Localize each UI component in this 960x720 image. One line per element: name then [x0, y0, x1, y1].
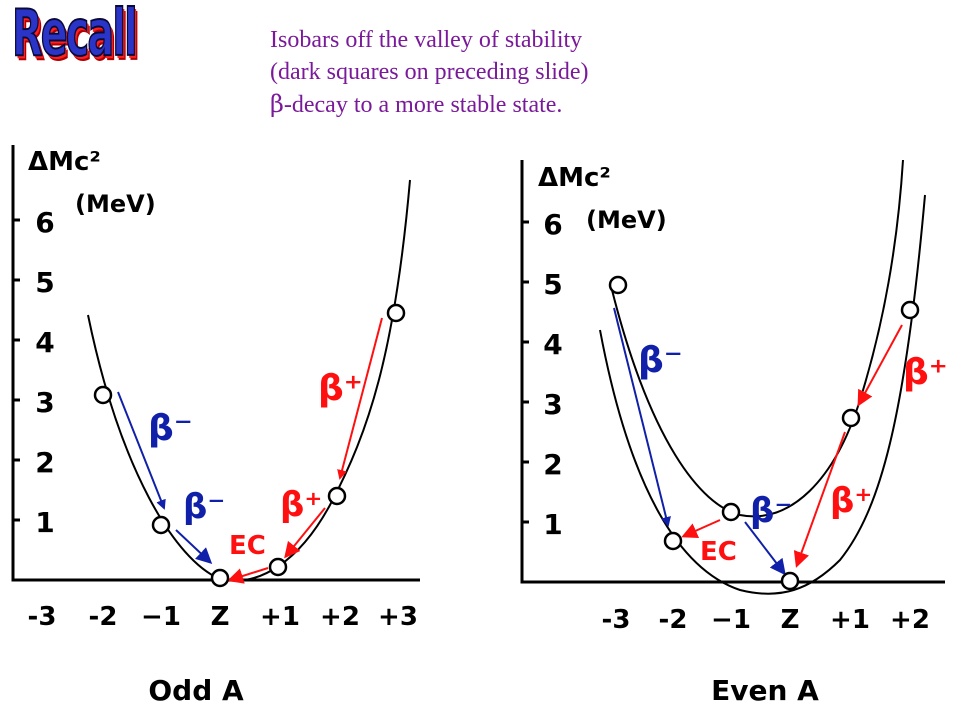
- odd-ytick-4: 4: [35, 326, 54, 359]
- even-label-bm1: β⁻: [638, 340, 683, 381]
- odd-xtick-p3: +3: [378, 602, 418, 632]
- even-xtick-p2: +2: [890, 605, 930, 635]
- even-arrow-ec: [681, 519, 721, 539]
- odd-ylabel-unit: (MeV): [75, 190, 156, 218]
- caption-line-3: β-decay to a more stable state.: [270, 88, 589, 121]
- odd-point-p3: [386, 303, 406, 323]
- odd-xtick-m3: -3: [28, 602, 57, 632]
- odd-xtick-m1: −1: [141, 602, 181, 632]
- odd-ytick-2: 2: [35, 446, 54, 479]
- even-ylabel-top: ΔMc²: [538, 163, 611, 193]
- caption: Isobars off the valley of stability (dar…: [270, 24, 589, 121]
- odd-xlabel: Odd A: [148, 674, 244, 707]
- odd-arrow-bp2: [284, 507, 326, 559]
- even-arrow-bp1: [857, 324, 903, 407]
- even-ytick-1: 1: [543, 508, 562, 541]
- even-point-m2: [663, 531, 683, 551]
- odd-y-axis: [11, 145, 420, 582]
- odd-arrow-bm1: [117, 391, 166, 510]
- odd-label-bm1: β⁻: [148, 408, 193, 449]
- even-arrow-bp2: [793, 431, 846, 568]
- even-ytick-3: 3: [543, 388, 562, 421]
- caption-line-2: (dark squares on preceding slide): [270, 59, 589, 85]
- even-xtick-p1: +1: [830, 605, 870, 635]
- even-label-bp2: β⁺: [830, 481, 872, 521]
- odd-ytick-1: 1: [35, 506, 54, 539]
- even-label-ec: EC: [700, 537, 737, 567]
- odd-point-p2: [327, 486, 347, 506]
- odd-ytick-3: 3: [35, 386, 54, 419]
- odd-xtick-m2: -2: [89, 602, 118, 632]
- odd-points: [93, 303, 406, 588]
- even-ylabel-unit: (MeV): [586, 206, 667, 234]
- even-point-m3: [608, 275, 628, 295]
- even-point-z: [780, 571, 800, 591]
- odd-xtick-p1: +1: [260, 602, 300, 632]
- odd-ylabel-top: ΔMc²: [28, 147, 101, 177]
- even-ytick-2: 2: [543, 448, 562, 481]
- even-ytick-5: 5: [543, 268, 562, 301]
- odd-arrow-bp1: [337, 317, 383, 480]
- recall-title: Recall: [11, 0, 138, 71]
- even-point-p2: [900, 300, 920, 320]
- odd-ytick-5: 5: [35, 266, 54, 299]
- odd-point-m2: [93, 385, 113, 405]
- odd-label-bp1: β⁺: [318, 368, 363, 409]
- caption-line-1: Isobars off the valley of stability: [270, 27, 583, 53]
- even-arrow-bm1: [613, 307, 671, 527]
- beta-symbol: β: [270, 90, 284, 118]
- caption-line-3-text: -decay to a more stable state.: [283, 92, 563, 118]
- odd-label-bm2: β⁻: [183, 487, 225, 527]
- odd-label-ec: EC: [229, 531, 266, 561]
- odd-point-z: [210, 568, 230, 588]
- odd-point-p1: [268, 557, 288, 577]
- even-point-p1: [841, 408, 861, 428]
- even-xtick-m3: -3: [602, 605, 631, 635]
- odd-arrow-bm2: [175, 529, 213, 565]
- even-a-panel: ΔMc² (MeV) 1 2 3 4 5 6 -3 -2 −1 Z +1 +2 …: [520, 159, 948, 707]
- even-y-axis: [520, 160, 945, 584]
- even-xtick-z: Z: [781, 605, 800, 635]
- even-arrow-bm2: [744, 521, 786, 576]
- even-point-m1: [721, 502, 741, 522]
- even-upper-parabola: [611, 159, 904, 518]
- odd-label-bp2: β⁺: [280, 485, 322, 525]
- odd-point-m1: [151, 515, 171, 535]
- even-xtick-m1: −1: [711, 605, 751, 635]
- odd-y-ticks: [13, 218, 20, 522]
- even-ytick-4: 4: [543, 328, 562, 361]
- even-label-bp1: β⁺: [903, 352, 948, 393]
- odd-xtick-p2: +2: [320, 602, 360, 632]
- even-y-ticks: [522, 220, 529, 524]
- even-lower-parabola: [599, 194, 926, 595]
- odd-ytick-6: 6: [35, 206, 54, 239]
- odd-a-panel: ΔMc² (MeV) 1 2 3 4 5 6 -3 -2 −1 Z +1 +2 …: [11, 145, 420, 707]
- even-label-bm2: β⁻: [750, 491, 792, 531]
- even-xtick-m2: -2: [659, 605, 688, 635]
- even-points: [608, 275, 920, 591]
- odd-xtick-z: Z: [211, 602, 230, 632]
- even-xlabel: Even A: [711, 674, 819, 707]
- even-ytick-6: 6: [543, 208, 562, 241]
- odd-arrow-ec: [227, 567, 269, 584]
